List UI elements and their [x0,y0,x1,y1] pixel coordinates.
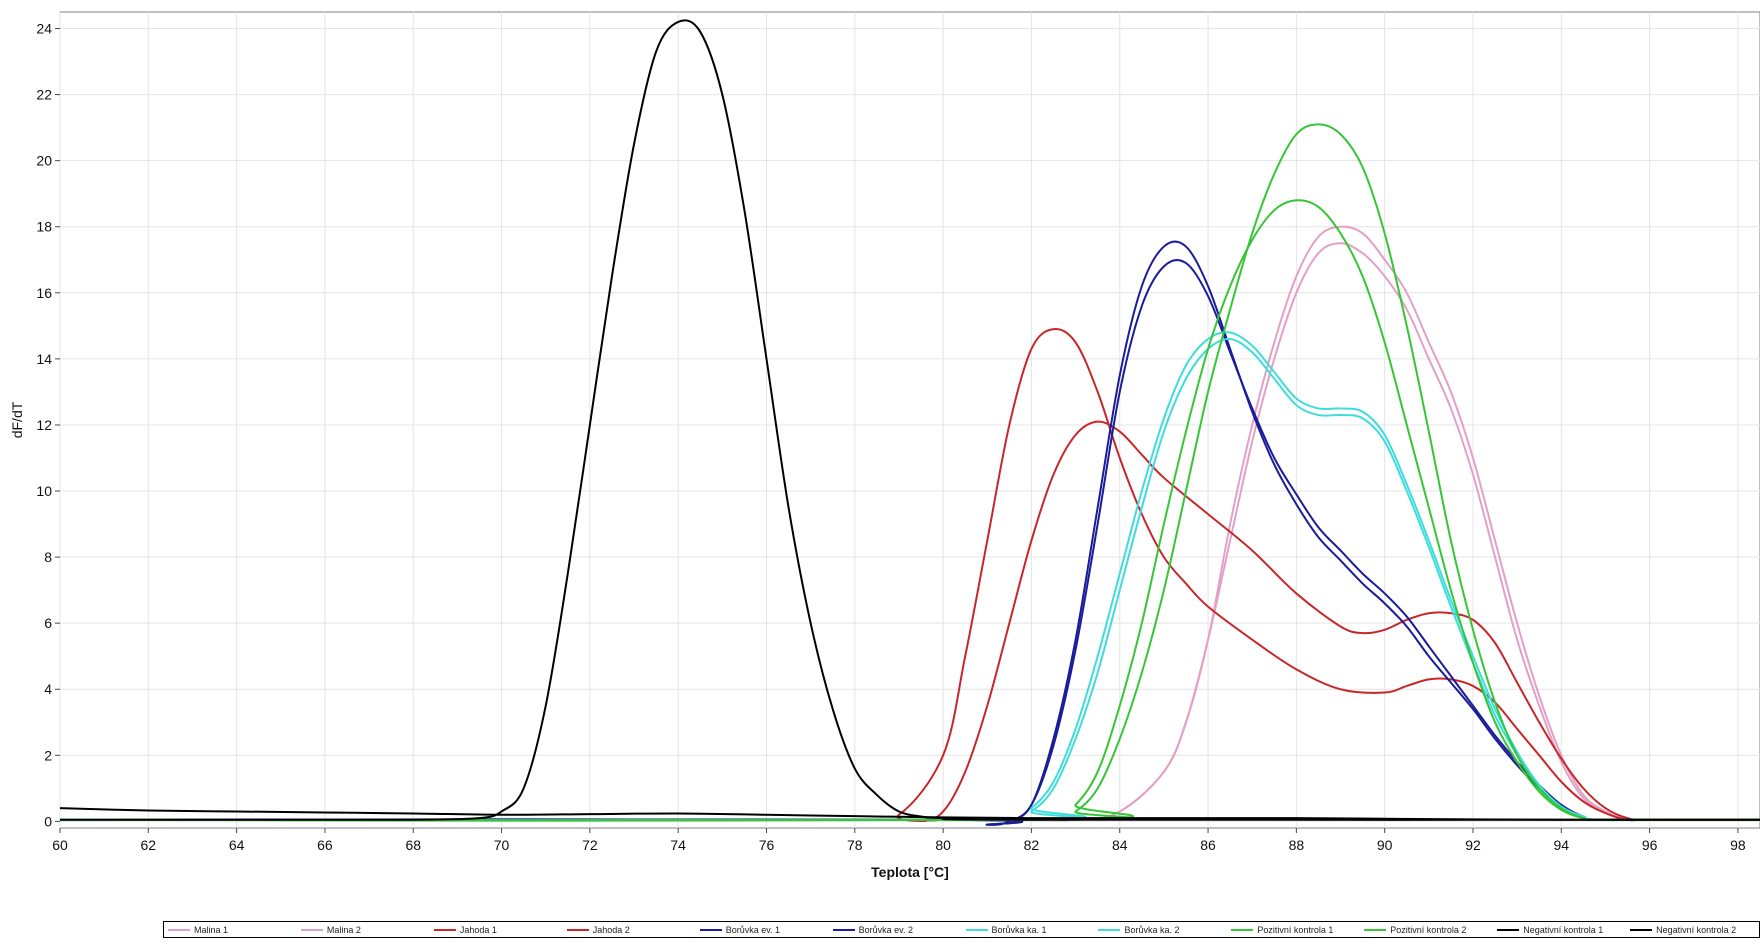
series-line-boruvka-ka-2 [59,331,1760,822]
legend-swatch [433,928,456,931]
legend-item: Jahoda 1 [430,925,563,935]
legend-item: Pozitivní kontrola 2 [1360,925,1493,935]
legend-label: Borůvka ev. 2 [858,924,913,935]
y-tick-label: 12 [36,417,52,433]
y-tick-label: 6 [44,615,52,631]
legend-item: Malina 2 [297,925,430,935]
x-tick-label: 62 [141,837,157,853]
x-axis-ticks: 60 62 64 66 68 70 72 74 76 78 80 82 84 86 88 90 92 94 96 98 [52,828,1746,853]
legend-item: Negativní kontrola 1 [1493,925,1626,935]
legend-label: Borůvka ka. 1 [991,924,1047,935]
series-line-boruvka-ev-2 [59,259,1760,826]
x-tick-label: 84 [1112,837,1128,853]
plot-area [59,11,1760,829]
legend-item: Jahoda 2 [563,925,696,935]
legend-item: Pozitivní kontrola 1 [1227,925,1360,935]
legend-item: Borůvka ka. 1 [962,925,1095,935]
x-tick-label: 60 [52,837,68,853]
y-tick-label: 20 [36,153,52,169]
y-axis-label: dF/dT [9,401,25,438]
x-tick-label: 86 [1200,837,1216,853]
y-tick-label: 22 [36,87,52,103]
y-tick-label: 4 [44,681,52,697]
y-tick-label: 10 [36,483,52,499]
x-tick-label: 88 [1289,837,1305,853]
legend-label: Borůvka ev. 1 [725,924,781,935]
series-lines [59,19,1760,826]
legend-swatch [1098,928,1121,931]
x-tick-label: 66 [317,837,333,853]
x-tick-label: 76 [759,837,775,853]
legend-swatch [168,928,190,931]
x-tick-label: 80 [935,837,951,853]
x-tick-label: 78 [847,837,863,853]
y-tick-label: 16 [36,285,52,301]
legend-swatch [1231,928,1254,931]
y-tick-label: 8 [44,549,52,565]
series-line-pozitivni-kontrola-1 [59,123,1760,822]
legend-swatch [1497,928,1520,931]
x-tick-label: 92 [1465,837,1481,853]
grid [59,12,1760,828]
legend-label: Malina 1 [194,924,229,935]
y-tick-label: 2 [44,747,52,763]
x-tick-label: 90 [1377,837,1393,853]
series-line-negativni-kontrola-2 [59,807,1760,821]
legend-label: Malina 2 [326,924,361,935]
legend-label: Pozitivní kontrola 2 [1390,924,1467,935]
legend-item: Negativní kontrola 2 [1626,925,1759,935]
series-line-jahoda-2 [60,420,1760,822]
y-tick-label: 24 [36,21,52,37]
legend-item: Borůvka ev. 2 [829,925,962,935]
x-tick-label: 96 [1642,837,1658,853]
legend-label: Jahoda 2 [592,924,630,935]
legend-swatch [566,928,589,931]
legend-swatch [1364,928,1387,931]
x-tick-label: 68 [405,837,421,853]
legend-swatch [1630,928,1653,931]
series-line-pozitivni-kontrola-2 [59,199,1760,822]
legend-swatch [300,928,323,931]
legend-label: Jahoda 1 [459,924,497,935]
x-tick-label: 98 [1730,837,1746,853]
x-tick-label: 64 [229,837,245,853]
legend-item: Borůvka ka. 2 [1094,925,1227,935]
series-line-jahoda-1 [59,327,1760,823]
legend-label: Negativní kontrola 1 [1523,924,1604,935]
y-tick-label: 0 [44,813,52,829]
legend-swatch [965,928,988,931]
y-tick-label: 14 [36,351,52,367]
x-tick-label: 74 [670,837,686,853]
legend: Malina 1 Malina 2 Jahoda 1 Jahoda 2 Borůvka … [163,921,1760,938]
series-line-negativni-kontrola-1 [60,19,1760,821]
x-tick-label: 72 [582,837,598,853]
legend-label: Borůvka ka. 2 [1124,924,1180,935]
legend-item: Borůvka ev. 1 [696,925,829,935]
x-axis-label: Teplota [°C] [871,864,949,880]
y-tick-label: 18 [36,219,52,235]
legend-swatch [832,928,855,931]
x-tick-label: 94 [1554,837,1570,853]
x-tick-label: 82 [1024,837,1040,853]
x-tick-label: 70 [494,837,510,853]
legend-item: Malina 1 [164,925,297,935]
legend-label: Pozitivní kontrola 1 [1257,924,1334,935]
legend-swatch [699,928,722,931]
legend-label: Negativní kontrola 2 [1656,924,1737,935]
